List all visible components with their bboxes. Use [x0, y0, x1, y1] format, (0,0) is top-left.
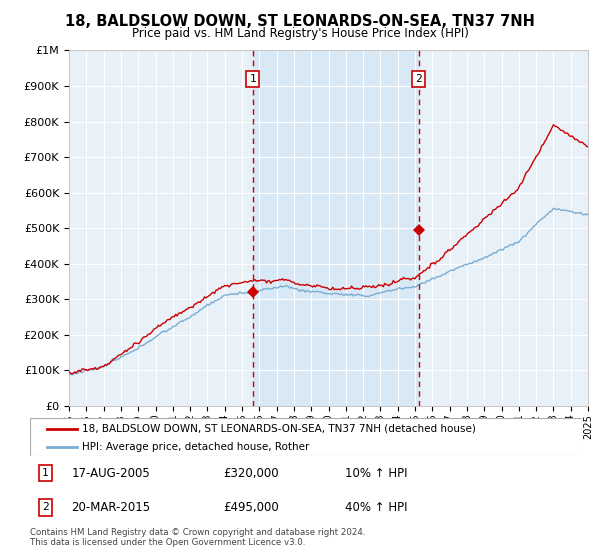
Text: 18, BALDSLOW DOWN, ST LEONARDS-ON-SEA, TN37 7NH (detached house): 18, BALDSLOW DOWN, ST LEONARDS-ON-SEA, T…	[82, 424, 476, 434]
Text: HPI: Average price, detached house, Rother: HPI: Average price, detached house, Roth…	[82, 442, 310, 452]
Text: 2: 2	[415, 74, 422, 84]
Text: 2: 2	[42, 502, 49, 512]
Text: 1: 1	[42, 468, 49, 478]
Text: 1: 1	[250, 74, 256, 84]
Text: 18, BALDSLOW DOWN, ST LEONARDS-ON-SEA, TN37 7NH: 18, BALDSLOW DOWN, ST LEONARDS-ON-SEA, T…	[65, 14, 535, 29]
Text: 20-MAR-2015: 20-MAR-2015	[71, 501, 151, 514]
Text: £320,000: £320,000	[223, 467, 279, 480]
Text: Contains HM Land Registry data © Crown copyright and database right 2024.
This d: Contains HM Land Registry data © Crown c…	[30, 528, 365, 547]
Text: £495,000: £495,000	[223, 501, 279, 514]
Text: 17-AUG-2005: 17-AUG-2005	[71, 467, 150, 480]
Text: Price paid vs. HM Land Registry's House Price Index (HPI): Price paid vs. HM Land Registry's House …	[131, 27, 469, 40]
Text: 10% ↑ HPI: 10% ↑ HPI	[344, 467, 407, 480]
Bar	[253, 50, 419, 406]
Text: 40% ↑ HPI: 40% ↑ HPI	[344, 501, 407, 514]
